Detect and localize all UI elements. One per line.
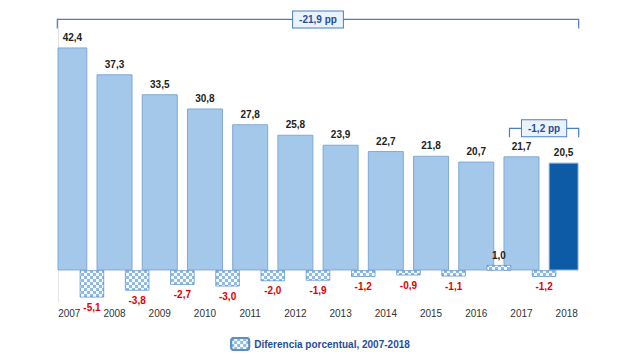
svg-text:21,7: 21,7 <box>512 141 532 152</box>
svg-text:-2,0: -2,0 <box>264 285 282 296</box>
svg-text:23,9: 23,9 <box>331 129 351 140</box>
svg-text:-0,9: -0,9 <box>400 280 418 291</box>
svg-text:-21,9 pp: -21,9 pp <box>299 14 337 25</box>
svg-text:-1,2 pp: -1,2 pp <box>528 123 560 134</box>
svg-text:2014: 2014 <box>375 308 398 319</box>
svg-text:2016: 2016 <box>465 308 488 319</box>
svg-text:-1,2: -1,2 <box>355 281 373 292</box>
svg-text:-1,9: -1,9 <box>309 285 327 296</box>
svg-text:2017: 2017 <box>510 308 533 319</box>
svg-text:-3,0: -3,0 <box>219 291 237 302</box>
svg-text:2007: 2007 <box>58 308 81 319</box>
svg-text:2011: 2011 <box>239 308 261 319</box>
svg-text:21,8: 21,8 <box>421 140 441 151</box>
svg-text:2012: 2012 <box>284 308 307 319</box>
svg-text:-1,2: -1,2 <box>535 281 553 292</box>
svg-text:-3,8: -3,8 <box>129 295 147 306</box>
svg-text:20,5: 20,5 <box>554 147 574 158</box>
svg-text:1,0: 1,0 <box>492 250 506 261</box>
svg-text:30,8: 30,8 <box>195 93 215 104</box>
svg-text:-2,7: -2,7 <box>174 289 192 300</box>
svg-text:20,7: 20,7 <box>467 146 487 157</box>
svg-text:2008: 2008 <box>103 308 126 319</box>
svg-text:42,4: 42,4 <box>63 32 83 43</box>
svg-text:37,3: 37,3 <box>105 59 125 70</box>
svg-text:27,8: 27,8 <box>240 109 260 120</box>
svg-text:22,7: 22,7 <box>376 136 396 147</box>
svg-text:2018: 2018 <box>556 308 579 319</box>
svg-text:2010: 2010 <box>194 308 217 319</box>
svg-text:-5,1: -5,1 <box>83 302 101 313</box>
svg-text:-1,1: -1,1 <box>445 281 463 292</box>
svg-text:2009: 2009 <box>149 308 172 319</box>
svg-text:2015: 2015 <box>420 308 443 319</box>
svg-text:25,8: 25,8 <box>286 119 306 130</box>
svg-text:Diferencia porcentual, 2007-20: Diferencia porcentual, 2007-2018 <box>254 339 410 350</box>
svg-text:33,5: 33,5 <box>150 79 170 90</box>
svg-text:2013: 2013 <box>329 308 352 319</box>
